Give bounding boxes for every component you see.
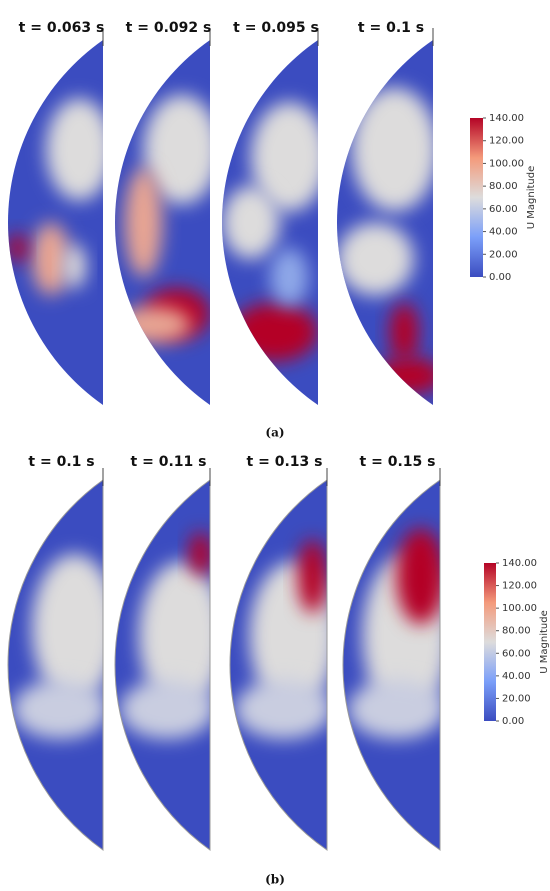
flow-field [7, 40, 103, 405]
colorbar-tick-label: 100.00 [502, 603, 537, 614]
field-blob [143, 94, 210, 205]
colorbar-tick-label: 120.00 [489, 136, 524, 147]
field-blob [250, 102, 318, 212]
field-blob [297, 539, 327, 614]
panel-outline [229, 479, 328, 851]
colorbar-tick-label: 20.00 [502, 693, 531, 704]
colorbar-tick-label: 60.00 [502, 648, 531, 659]
field-blob [351, 87, 433, 212]
flow-field [337, 40, 433, 405]
colorbar [484, 563, 496, 721]
flow-field [115, 480, 210, 850]
field-blob [8, 233, 27, 263]
colorbar-tick-label: 20.00 [489, 249, 518, 260]
field-blob [222, 186, 280, 259]
field-blob [375, 357, 433, 395]
colorbar-tick-label: 0.00 [502, 716, 524, 727]
colorbar-title: U Magnitude [526, 166, 537, 229]
panel-outline [342, 479, 441, 851]
colorbar [470, 118, 483, 277]
colorbar-tick-label: 80.00 [489, 181, 518, 192]
colorbar-tick-label: 140.00 [502, 558, 537, 569]
field-base [7, 40, 103, 405]
panel-outline [114, 479, 211, 851]
field-blob [389, 302, 419, 362]
field-blob [31, 222, 70, 296]
colorbar-tick-label: 120.00 [502, 581, 537, 592]
colorbar-tick-label: 140.00 [489, 113, 524, 124]
colorbar-tick-label: 40.00 [502, 671, 531, 682]
flow-field [221, 40, 318, 405]
field-blob [119, 679, 210, 740]
field-blob [337, 222, 414, 296]
time-label: t = 0.092 s [126, 20, 212, 36]
field-blob [12, 679, 103, 740]
time-label: t = 0.11 s [131, 454, 207, 470]
caption: (b) [265, 873, 285, 887]
field-blob [270, 248, 309, 307]
colorbar-tick-label: 40.00 [489, 227, 518, 238]
colorbar-title: U Magnitude [539, 610, 550, 673]
flow-field [115, 40, 210, 405]
field-blob [115, 306, 191, 343]
time-label: t = 0.1 s [358, 20, 424, 36]
field-blob [31, 554, 103, 702]
time-label: t = 0.15 s [360, 454, 436, 470]
time-label: t = 0.13 s [247, 454, 323, 470]
field-blob [138, 561, 210, 710]
colorbar-tick-label: 60.00 [489, 204, 518, 215]
flow-field [342, 480, 440, 850]
colorbar-tick-label: 80.00 [502, 626, 531, 637]
field-blob [189, 531, 210, 577]
field-blob [396, 528, 440, 625]
field-blob [234, 679, 327, 740]
flow-field [7, 480, 103, 850]
time-label: t = 0.1 s [28, 454, 94, 470]
panel-outline [7, 479, 104, 851]
field-blob [124, 167, 163, 278]
field-blob [63, 244, 86, 289]
caption: (a) [265, 426, 284, 440]
colorbar-tick-label: 0.00 [489, 272, 511, 283]
field-blob [46, 98, 103, 201]
field-blob [347, 679, 440, 740]
time-label: t = 0.063 s [19, 20, 105, 36]
flow-field [229, 480, 327, 850]
colorbar-tick-label: 100.00 [489, 158, 524, 169]
time-label: t = 0.095 s [233, 20, 319, 36]
field-blob [231, 302, 318, 362]
